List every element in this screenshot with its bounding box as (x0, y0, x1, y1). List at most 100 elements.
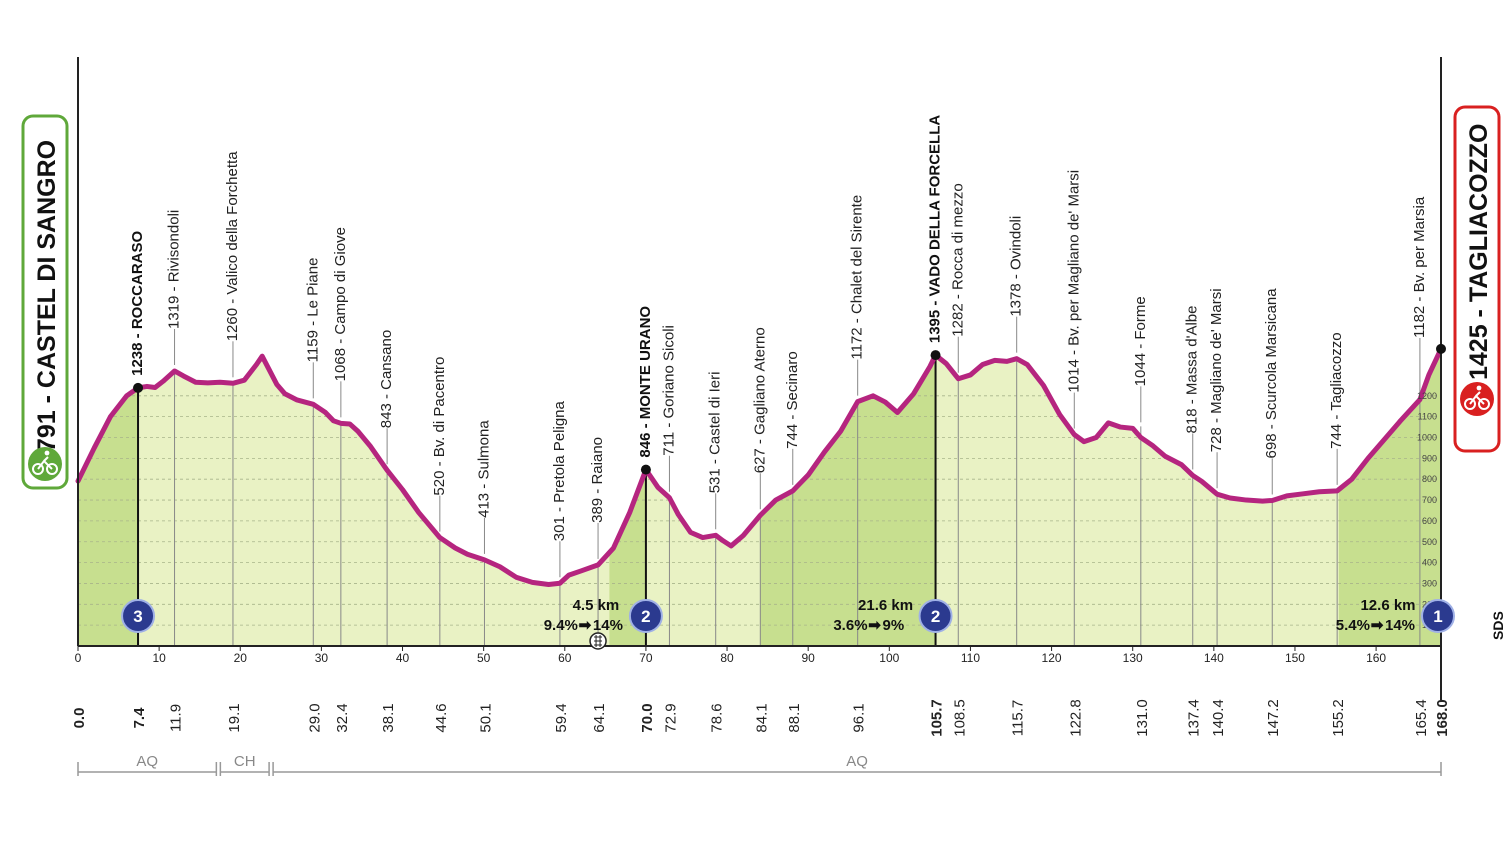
profile-line (75, 346, 1444, 587)
location-label: 1068 - Campo di Giove (332, 227, 349, 381)
location-label: 1238 - ROCCARASO (129, 231, 146, 376)
location-label: 1260 - Valico della Forchetta (224, 151, 241, 341)
location-label: 413 - Sulmona (475, 420, 492, 518)
location-label: 711 - Goriano Sicoli (660, 325, 677, 456)
x-tick-label: 60 (558, 651, 572, 665)
altitude-tick-label: 1000 (1417, 433, 1437, 443)
x-tick-label: 160 (1366, 651, 1386, 665)
summit-dot (640, 464, 651, 475)
distance-label: 108.5 (951, 699, 968, 737)
climb-arrow-icon: ➡ (868, 617, 881, 634)
x-tick-label: 120 (1042, 651, 1062, 665)
distance-label: 140.4 (1210, 699, 1227, 737)
distance-label: 70.0 (639, 703, 656, 732)
climb-category-badge (628, 599, 663, 633)
distance-label: 0.0 (71, 708, 88, 729)
x-tick-label: 10 (152, 651, 166, 665)
altitude-tick-label: 1200 (1417, 391, 1437, 401)
x-tick-label: 0 (75, 651, 82, 665)
location-label: 389 - Raiano (589, 437, 606, 523)
x-tick-label: 40 (396, 651, 410, 665)
climb-length: 12.6 km (1360, 597, 1415, 614)
location-label: 1319 - Rivisondoli (166, 210, 183, 329)
location-label: 1282 - Rocca di mezzo (949, 183, 966, 336)
distance-label: 7.4 (131, 707, 148, 729)
climb-category: 2 (641, 607, 650, 626)
x-tick-label: 90 (801, 651, 815, 665)
distance-label: 147.2 (1265, 699, 1282, 737)
cyclist-icon (1460, 382, 1494, 416)
climb-category: 1 (1433, 607, 1442, 626)
climb-length: 4.5 km (573, 597, 620, 614)
climb-max-gradient: 14% (593, 617, 623, 634)
climb-arrow-icon: ➡ (1371, 617, 1384, 634)
distance-label: 44.6 (433, 703, 450, 732)
climb-category: 2 (931, 607, 940, 626)
profile-area (78, 348, 1441, 646)
altitude-tick-label: 900 (1422, 453, 1437, 463)
location-label: 744 - Tagliacozzo (1328, 332, 1345, 448)
climb-category-badge (1421, 599, 1455, 633)
location-label: 728 - Magliano de' Marsi (1208, 288, 1225, 452)
location-label: 1378 - Ovindoli (1008, 216, 1025, 317)
distance-label: 32.4 (334, 703, 351, 732)
altitude-tick-label: 500 (1422, 537, 1437, 547)
region-label: AQ (846, 753, 868, 770)
x-tick-label: 100 (879, 651, 899, 665)
summit-dots (133, 343, 1446, 475)
x-tick-label: 140 (1204, 651, 1224, 665)
altitude-tick-label: 800 (1422, 474, 1437, 484)
region-bar: AQ CH AQ (77, 753, 1442, 776)
location-label: 846 - MONTE URANO (637, 306, 654, 458)
distance-label: 155.2 (1330, 699, 1347, 737)
distance-label: 29.0 (306, 703, 323, 732)
distance-label: 122.8 (1067, 699, 1084, 737)
distance-label: 168.0 (1434, 699, 1451, 737)
distance-label: 137.4 (1186, 699, 1203, 737)
finish-dot (1436, 343, 1446, 354)
altitude-tick-label: 1100 (1418, 412, 1437, 422)
altitude-tick-label: 600 (1422, 516, 1437, 526)
altitude-tick-label: 700 (1422, 495, 1437, 505)
distance-labels: 0.0 168.0 7.4 11.9 19.1 29.0 32.4 38.1 44.6 50.1 5… (71, 699, 1451, 737)
x-tick-label: 110 (961, 651, 980, 665)
climb-length: 21.6 km (858, 597, 913, 614)
location-label: 531 - Castel di Ieri (707, 372, 724, 494)
x-tick-label: 50 (477, 651, 491, 665)
intermediate-sprint-grid (594, 635, 603, 647)
location-label: 301 - Pretola Peligna (551, 400, 568, 541)
location-label: 1182 - Bv. per Marsia (1411, 196, 1428, 338)
distance-label: 84.1 (753, 703, 770, 732)
distance-label: 165.4 (1413, 699, 1430, 737)
region-label: CH (234, 753, 256, 770)
start-box: 791 - CASTEL DI SANGRO (21, 114, 69, 490)
distance-label: 59.4 (553, 703, 570, 732)
distance-label: 105.7 (929, 699, 946, 737)
distance-label: 19.1 (226, 703, 243, 732)
x-tick-label: 130 (1123, 651, 1143, 665)
x-tick-label: 20 (234, 651, 248, 665)
distance-label: 50.1 (477, 703, 494, 732)
location-label: 1014 - Bv. per Magliano de' Marsi (1065, 170, 1082, 393)
distance-label: 64.1 (591, 703, 608, 732)
climb-gradient: 3.6% (833, 617, 867, 634)
finish-label: 1425 - TAGLIACOZZO (1465, 123, 1493, 380)
distance-label: 88.1 (786, 703, 803, 732)
location-label: 1395 - VADO DELLA FORCELLA (927, 115, 944, 344)
climb-category-badge (918, 599, 953, 633)
km-ticks: 0 10 20 30 40 50 60 70 80 90 100 110 120 130 140 150 160 (75, 646, 1386, 665)
brand-logo: SDS (1490, 611, 1506, 640)
location-label: 520 - Bv. di Pacentro (431, 357, 448, 496)
climb-arrow-icon: ➡ (579, 617, 592, 634)
climb-badges: 3 24.5 km9.4% ➡ 14% 221.6 km3.6% ➡ 9% 112.6 km5… (121, 597, 1455, 650)
x-tick-label: 150 (1285, 651, 1305, 665)
x-tick-label: 30 (315, 651, 329, 665)
x-tick-label: 70 (639, 651, 653, 665)
location-label: 627 - Gagliano Aterno (751, 327, 768, 473)
location-label: 698 - Scurcola Marsicana (1263, 288, 1280, 459)
climb-gradient: 5.4% (1336, 617, 1370, 634)
location-label: 1159 - Le Piane (304, 258, 321, 363)
region-label: AQ (136, 753, 158, 770)
climb-category: 3 (133, 607, 142, 626)
